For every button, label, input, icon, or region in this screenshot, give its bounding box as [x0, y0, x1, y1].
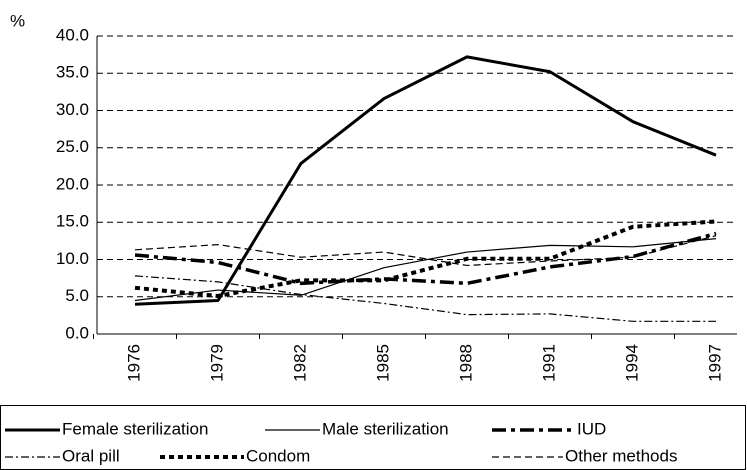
series-line [134, 235, 717, 267]
y-tick-label: 0.0 [65, 323, 89, 342]
x-tick-label: 1988 [456, 344, 475, 382]
series-line [134, 238, 717, 302]
series-line [134, 55, 717, 306]
legend-label: Male sterilization [322, 419, 449, 438]
legend-label: Oral pill [62, 446, 120, 465]
legend-label: IUD [577, 419, 606, 438]
y-tick-label: 25.0 [56, 137, 89, 156]
x-tick-label: 1994 [622, 344, 641, 382]
y-tick-label: 30.0 [56, 100, 89, 119]
legend-label: Female sterilization [62, 419, 208, 438]
y-tick-label: 10.0 [56, 249, 89, 268]
series-line [134, 275, 716, 322]
x-tick-label: 1997 [705, 344, 724, 382]
y-tick-label: 40.0 [56, 25, 89, 44]
y-tick-label: 20.0 [56, 174, 89, 193]
x-tick-label: 1985 [373, 344, 392, 382]
x-tick-label: 1982 [290, 344, 309, 382]
legend-label: Other methods [565, 446, 677, 465]
y-tick-label: 35.0 [56, 63, 89, 82]
y-tick-label: 15.0 [56, 212, 89, 231]
legend-label: Condom [246, 446, 310, 465]
x-tick-label: 1991 [539, 344, 558, 382]
y-tick-label: 5.0 [65, 286, 89, 305]
x-tick-label: 1979 [207, 344, 226, 382]
y-axis-label: % [10, 11, 25, 30]
x-tick-label: 1976 [124, 344, 143, 382]
